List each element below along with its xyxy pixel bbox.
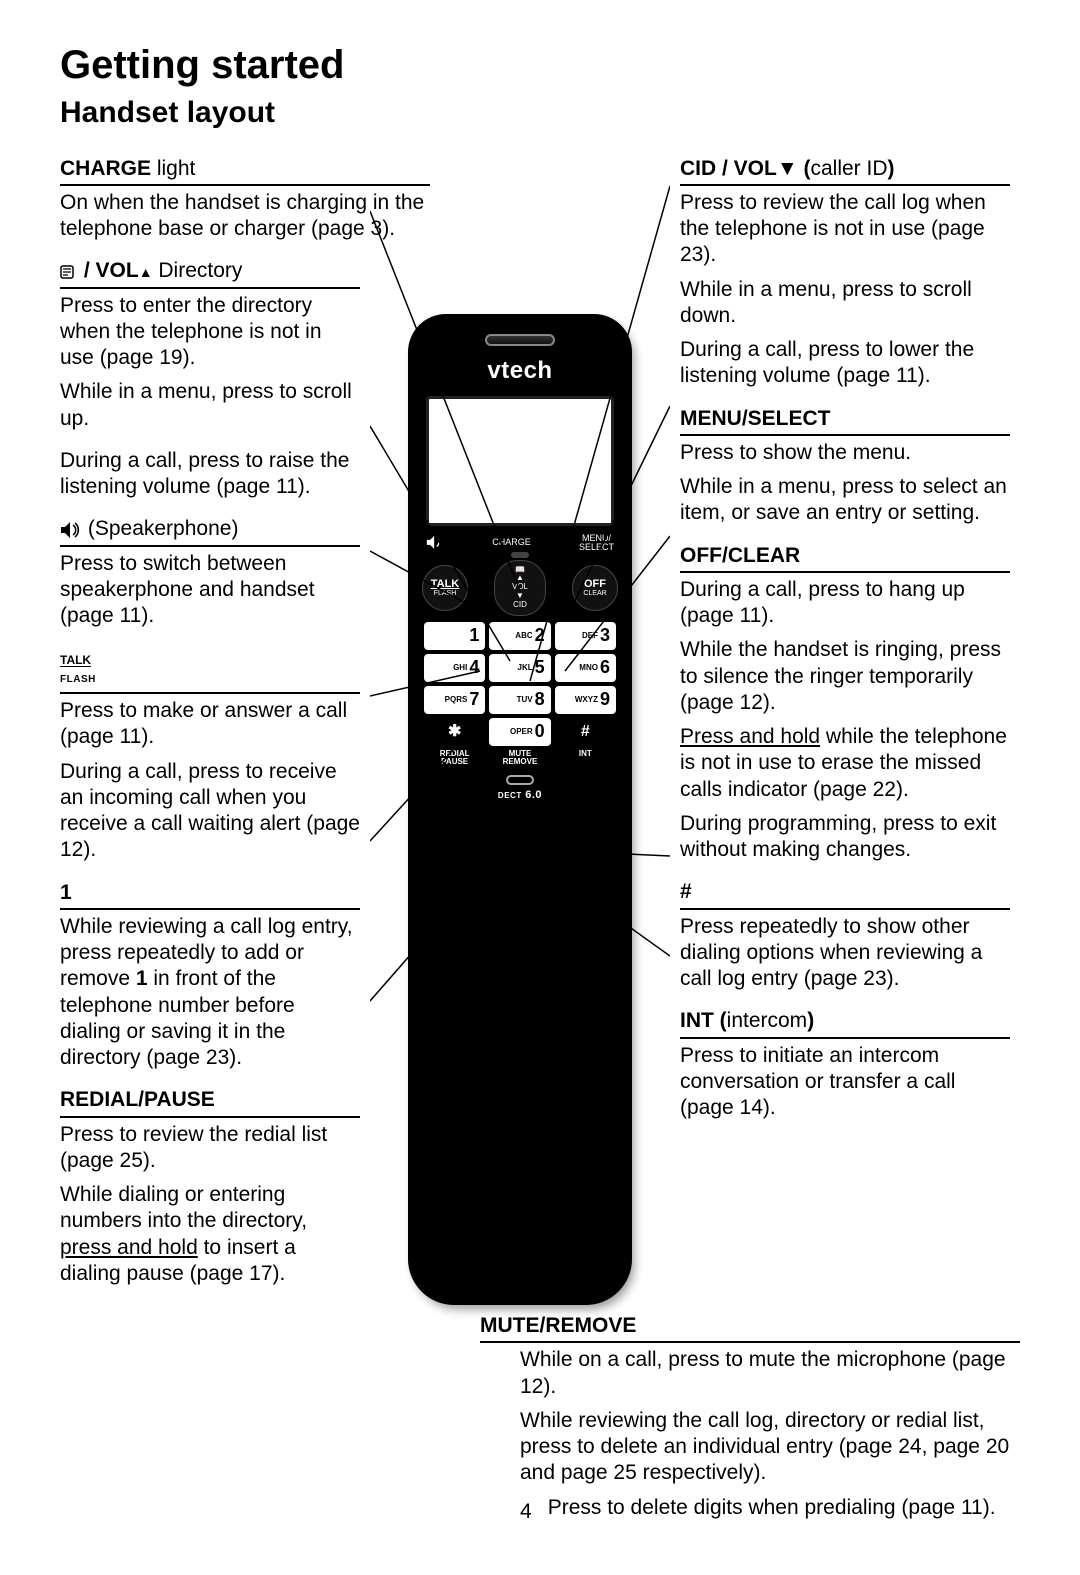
key-6[interactable]: MNO6 [555, 654, 616, 682]
phone-screen [426, 396, 614, 526]
keypad: 1ABC2DEF3 GHI4JKL5MNO6 PQRS7TUV8WXYZ9 ✱OPER… [420, 618, 620, 750]
key-5[interactable]: JKL5 [489, 654, 550, 682]
speaker-small-icon [426, 535, 444, 550]
belt-clip [506, 775, 534, 785]
key-1[interactable]: 1 [424, 622, 485, 650]
page-subtitle: Handset layout [60, 94, 1020, 132]
dect-label: DECT 6.0 [420, 789, 620, 803]
phone-column: vtech CHARGE MENU/ SELECT TALKFLASH 📖▲VO… [370, 156, 670, 1304]
earpiece [485, 334, 555, 346]
talk-label: TALK [60, 654, 91, 667]
talk-flash-button[interactable]: TALKFLASH [422, 565, 468, 611]
key-✱[interactable]: ✱ [424, 718, 485, 746]
mute-remove-key[interactable]: MUTE REMOVE [489, 750, 550, 768]
key-2[interactable]: ABC2 [489, 622, 550, 650]
int-key[interactable]: INT [555, 750, 616, 768]
off-clear-button[interactable]: OFFCLEAR [572, 565, 618, 611]
directory-icon [60, 264, 78, 280]
page-title: Getting started [60, 40, 1020, 90]
key-8[interactable]: TUV8 [489, 686, 550, 714]
charge-led [511, 552, 529, 558]
charge-label: CHARGE [492, 537, 531, 548]
key-7[interactable]: PQRS7 [424, 686, 485, 714]
mute-remove-section: MUTE/REMOVE While on a call, press to mu… [480, 1313, 1020, 1529]
right-column: CID / VOL▼ (caller ID) Press to review t… [680, 156, 1010, 1304]
key-4[interactable]: GHI4 [424, 654, 485, 682]
key-3[interactable]: DEF3 [555, 622, 616, 650]
left-column: CHARGE light On when the handset is char… [60, 156, 360, 1304]
nav-pad[interactable]: 📖▲VOL▼CID [494, 560, 546, 616]
menu-select-label: MENU/ SELECT [579, 534, 614, 552]
brand-logo: vtech [420, 356, 620, 386]
handset-illustration: vtech CHARGE MENU/ SELECT TALKFLASH 📖▲VO… [410, 316, 630, 1304]
key-0[interactable]: OPER0 [489, 718, 550, 746]
key-9[interactable]: WXYZ9 [555, 686, 616, 714]
speaker-icon [60, 521, 82, 539]
flash-label: FLASH [60, 674, 360, 687]
key-#[interactable]: # [555, 718, 616, 746]
redial-pause-key[interactable]: REDIAL PAUSE [424, 750, 485, 768]
